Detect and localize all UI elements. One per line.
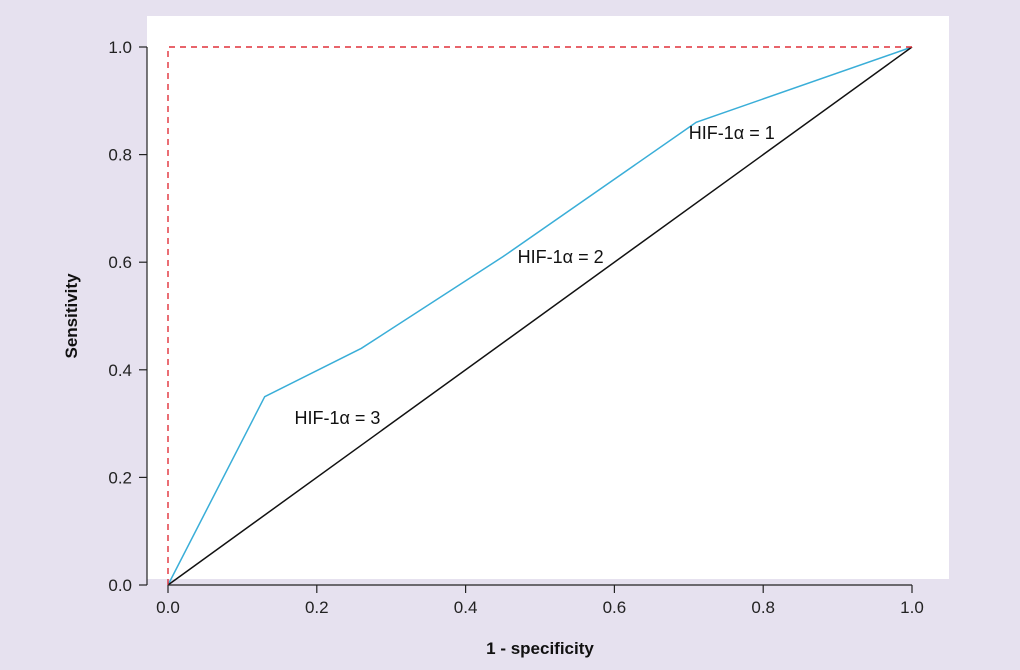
y-tick-label: 0.8 <box>108 146 132 165</box>
y-tick-label: 0.4 <box>108 361 132 380</box>
x-tick-label: 0.0 <box>156 598 180 617</box>
curve-annotation: HIF-1α = 1 <box>689 123 775 143</box>
x-tick-label: 0.6 <box>603 598 627 617</box>
perfect-classifier-line <box>167 46 912 585</box>
y-tick-label: 0.2 <box>108 468 132 487</box>
y-axis-title: Sensitivity <box>62 273 81 359</box>
x-axis-ticks: 0.0 0.2 0.4 0.6 0.8 1.0 <box>156 585 924 617</box>
curve-annotation: HIF-1α = 3 <box>294 408 380 428</box>
y-tick-label: 1.0 <box>108 38 132 57</box>
annotations: HIF-1α = 3 HIF-1α = 2 HIF-1α = 1 <box>294 123 774 428</box>
y-axis-ticks: 0.0 0.2 0.4 0.6 0.8 1.0 <box>108 38 147 595</box>
x-axis-title: 1 - specificity <box>486 639 594 658</box>
x-tick-label: 0.4 <box>454 598 478 617</box>
series-layer <box>167 46 913 586</box>
x-tick-label: 0.2 <box>305 598 329 617</box>
x-tick-label: 0.8 <box>751 598 775 617</box>
y-tick-label: 0.0 <box>108 576 132 595</box>
reference-diagonal-line <box>167 46 913 586</box>
plot-area <box>147 16 949 579</box>
x-tick-label: 1.0 <box>900 598 924 617</box>
curve-annotation: HIF-1α = 2 <box>518 247 604 267</box>
roc-curve-line <box>167 46 913 586</box>
y-tick-label: 0.6 <box>108 253 132 272</box>
